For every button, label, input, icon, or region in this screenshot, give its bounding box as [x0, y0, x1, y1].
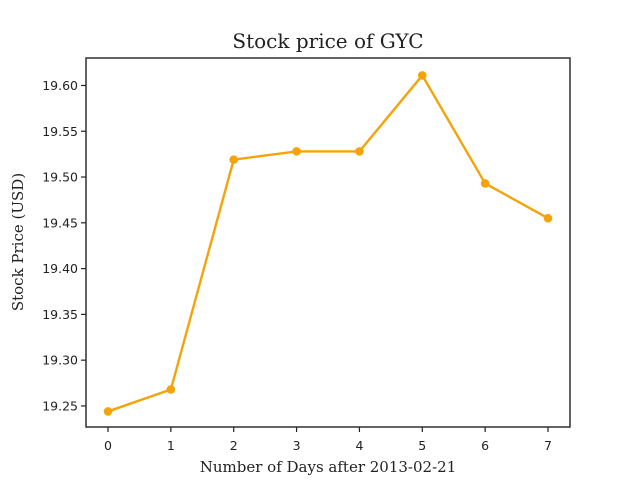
y-tick-label: 19.35 — [42, 307, 78, 322]
y-tick-label: 19.40 — [42, 261, 78, 276]
x-axis-label: Number of Days after 2013-02-21 — [200, 458, 457, 476]
data-point — [292, 147, 301, 156]
series-layer — [103, 71, 553, 416]
data-point — [355, 147, 364, 156]
y-tick-label: 19.50 — [42, 170, 78, 185]
y-tick-label: 19.45 — [42, 215, 78, 230]
y-tick-label: 19.25 — [42, 398, 78, 413]
y-axis: 19.25 19.30 19.35 19.40 19.45 19.50 19.55 19.60 — [42, 78, 86, 413]
data-point — [417, 71, 427, 80]
x-tick-label: 0 — [104, 438, 112, 453]
x-tick-label: 6 — [481, 438, 489, 453]
y-tick-label: 19.30 — [42, 353, 78, 368]
x-tick-label: 4 — [355, 438, 363, 453]
series-line — [107, 74, 549, 413]
x-tick-label: 7 — [544, 438, 552, 453]
data-point — [103, 407, 113, 416]
data-point — [229, 155, 239, 164]
x-axis: 0 1 2 3 4 5 6 7 — [104, 427, 552, 453]
data-point — [543, 213, 553, 223]
x-tick-label: 3 — [293, 438, 301, 453]
data-point — [480, 179, 490, 188]
data-point — [166, 385, 176, 394]
plot-area — [85, 57, 571, 428]
x-tick-label: 5 — [418, 438, 426, 453]
x-tick-label: 1 — [167, 438, 175, 453]
y-tick-label: 19.55 — [42, 124, 78, 139]
y-tick-label: 19.60 — [42, 78, 78, 93]
x-tick-label: 2 — [230, 438, 238, 453]
chart-title: Stock price of GYC — [232, 29, 423, 53]
y-axis-label: Stock Price (USD) — [9, 173, 27, 311]
